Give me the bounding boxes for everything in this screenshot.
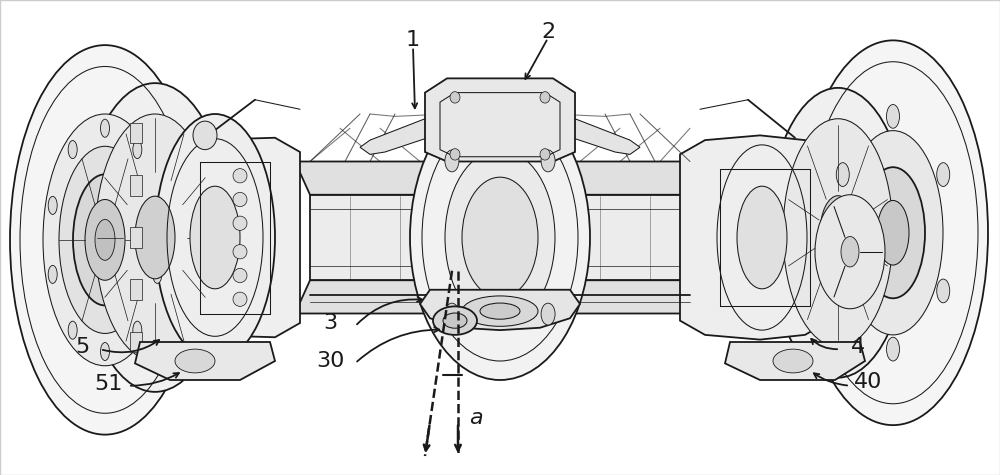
Ellipse shape [445, 150, 459, 172]
Ellipse shape [410, 95, 590, 380]
Ellipse shape [10, 45, 200, 435]
Ellipse shape [462, 177, 538, 298]
Ellipse shape [233, 292, 247, 306]
Ellipse shape [95, 114, 215, 361]
Ellipse shape [190, 186, 240, 289]
Text: 4: 4 [851, 337, 865, 357]
Ellipse shape [80, 83, 230, 392]
Ellipse shape [155, 114, 275, 361]
Ellipse shape [100, 119, 110, 137]
Ellipse shape [462, 296, 538, 326]
Ellipse shape [233, 268, 247, 283]
Text: 51: 51 [94, 374, 122, 394]
Text: a: a [469, 408, 483, 428]
Polygon shape [295, 162, 700, 195]
Ellipse shape [773, 349, 813, 373]
Ellipse shape [68, 141, 77, 159]
Ellipse shape [233, 245, 247, 259]
Ellipse shape [450, 92, 460, 103]
Ellipse shape [95, 219, 115, 260]
Ellipse shape [133, 321, 142, 339]
Ellipse shape [768, 88, 908, 378]
Ellipse shape [73, 174, 137, 305]
Ellipse shape [48, 196, 57, 214]
Ellipse shape [798, 40, 988, 425]
Ellipse shape [783, 119, 893, 347]
Ellipse shape [443, 313, 467, 328]
Polygon shape [680, 135, 830, 340]
Polygon shape [135, 342, 275, 380]
Ellipse shape [233, 192, 247, 207]
Ellipse shape [887, 337, 900, 361]
Ellipse shape [433, 306, 477, 335]
Ellipse shape [841, 237, 859, 267]
Ellipse shape [48, 266, 57, 284]
Ellipse shape [153, 266, 162, 284]
Ellipse shape [233, 216, 247, 230]
Ellipse shape [861, 167, 925, 298]
Ellipse shape [843, 131, 943, 335]
Ellipse shape [153, 196, 162, 214]
Ellipse shape [937, 162, 950, 186]
Ellipse shape [877, 200, 909, 265]
Ellipse shape [193, 121, 217, 150]
Ellipse shape [541, 150, 555, 172]
Polygon shape [425, 78, 575, 162]
Ellipse shape [540, 92, 550, 103]
Ellipse shape [450, 149, 460, 160]
Polygon shape [130, 332, 142, 352]
Polygon shape [130, 279, 142, 300]
Polygon shape [130, 123, 142, 143]
Ellipse shape [836, 279, 849, 303]
Ellipse shape [68, 321, 77, 339]
Text: 1: 1 [406, 30, 420, 50]
Ellipse shape [233, 169, 247, 183]
Text: 30: 30 [316, 351, 344, 371]
Polygon shape [130, 227, 142, 248]
Ellipse shape [887, 104, 900, 128]
Polygon shape [420, 290, 580, 330]
Ellipse shape [480, 303, 520, 319]
Ellipse shape [175, 349, 215, 373]
Polygon shape [170, 138, 300, 337]
Ellipse shape [445, 150, 555, 325]
Polygon shape [295, 280, 700, 314]
Polygon shape [565, 119, 640, 154]
Polygon shape [130, 175, 142, 196]
Text: 3: 3 [323, 313, 337, 333]
Polygon shape [725, 342, 865, 380]
Text: 40: 40 [854, 372, 882, 392]
Ellipse shape [937, 279, 950, 303]
Text: 5: 5 [75, 337, 89, 357]
Ellipse shape [445, 303, 459, 325]
Ellipse shape [59, 146, 151, 333]
Ellipse shape [820, 196, 856, 270]
Text: 2: 2 [541, 22, 555, 42]
Polygon shape [195, 214, 240, 261]
Ellipse shape [815, 195, 885, 309]
Ellipse shape [85, 200, 125, 280]
Polygon shape [310, 195, 685, 280]
Ellipse shape [135, 196, 175, 279]
Polygon shape [360, 119, 435, 154]
Ellipse shape [836, 162, 849, 186]
Ellipse shape [43, 114, 167, 366]
Ellipse shape [133, 141, 142, 159]
Ellipse shape [541, 303, 555, 325]
Ellipse shape [100, 342, 110, 361]
Ellipse shape [737, 186, 787, 289]
Ellipse shape [540, 149, 550, 160]
